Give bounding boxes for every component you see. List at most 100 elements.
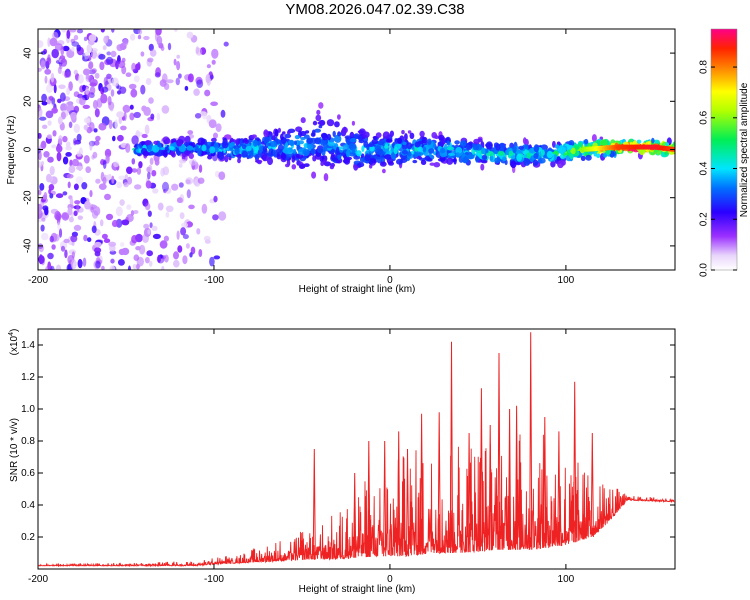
noise-blob	[72, 158, 79, 167]
noise-blob	[111, 29, 115, 33]
noise-blob	[98, 53, 106, 60]
band-blob	[367, 143, 375, 147]
x-tick-label: 100	[558, 574, 575, 585]
noise-blob	[69, 197, 74, 206]
noise-blob	[123, 182, 129, 188]
noise-blob	[71, 46, 75, 52]
noise-blob	[125, 72, 132, 77]
x-tick-label: -200	[28, 574, 48, 585]
band-blob	[510, 160, 517, 169]
noise-blob	[159, 240, 168, 249]
band-blob	[467, 154, 475, 160]
noise-blob	[161, 265, 165, 270]
band-blob	[487, 151, 494, 157]
noise-blob	[41, 232, 49, 241]
noise-blob	[151, 170, 157, 177]
noise-blob	[78, 147, 83, 157]
noise-blob	[126, 214, 134, 222]
noise-blob	[147, 171, 151, 180]
noise-blob	[49, 193, 54, 199]
band-blob	[176, 139, 183, 147]
noise-blob	[101, 86, 109, 93]
noise-blob	[176, 54, 180, 59]
band-blob	[344, 135, 352, 140]
noise-blob	[208, 119, 217, 129]
noise-blob	[51, 244, 56, 250]
noise-blob	[177, 245, 183, 253]
snr-spike	[367, 440, 371, 557]
band-blob	[438, 134, 445, 141]
snr-spike	[406, 448, 410, 557]
noise-blob	[89, 82, 97, 87]
band-blob	[286, 154, 293, 158]
band-blob	[364, 154, 371, 162]
band-blob	[287, 130, 291, 135]
noise-blob	[149, 157, 154, 165]
noise-blob	[182, 255, 188, 265]
band-blob	[591, 134, 597, 143]
noise-blob	[157, 202, 164, 211]
noise-blob	[129, 104, 134, 110]
noise-blob	[176, 197, 183, 204]
noise-blob	[188, 204, 195, 210]
noise-blob	[102, 159, 107, 169]
band-blob	[453, 157, 457, 165]
band-blob	[304, 134, 310, 139]
y-tick-label: -20	[23, 190, 34, 205]
noise-blob	[201, 203, 208, 214]
noise-blob	[116, 111, 124, 118]
band-blob	[585, 154, 592, 161]
band-blob	[455, 152, 460, 158]
band-blob	[251, 134, 257, 138]
noise-blob	[115, 60, 119, 70]
noise-blob	[83, 36, 88, 42]
noise-blob	[81, 182, 88, 190]
noise-blob	[50, 265, 55, 270]
noise-blob	[69, 159, 73, 167]
band-blob	[407, 151, 412, 157]
noise-blob	[46, 84, 53, 93]
noise-blob	[40, 140, 47, 149]
band-blob	[428, 147, 435, 154]
noise-blob	[154, 158, 160, 166]
x-tick-label: -100	[204, 574, 224, 585]
noise-blob	[105, 213, 114, 221]
band-blob	[412, 159, 418, 164]
noise-blob	[149, 49, 157, 57]
noise-blob	[77, 215, 84, 220]
noise-blob	[41, 217, 46, 222]
noise-blob	[99, 61, 105, 71]
band-blob	[396, 158, 403, 165]
band-blob	[588, 151, 596, 155]
noise-blob	[64, 249, 68, 259]
band-blob	[427, 138, 432, 145]
noise-blob	[86, 44, 92, 54]
band-blob	[375, 132, 382, 139]
band-blob	[268, 135, 272, 143]
noise-blob	[140, 84, 146, 95]
noise-blob	[58, 228, 63, 238]
band-blob	[263, 129, 269, 138]
noise-blob	[156, 35, 163, 46]
noise-blob	[156, 112, 161, 121]
band-blob	[289, 139, 295, 146]
noise-blob	[118, 116, 123, 124]
noise-blob	[133, 111, 141, 119]
band-blob	[439, 147, 446, 154]
noise-blob	[100, 29, 105, 33]
band-blob	[554, 144, 560, 149]
noise-blob	[83, 68, 90, 76]
noise-blob	[143, 106, 151, 116]
band-blob	[302, 148, 310, 157]
noise-blob	[194, 113, 202, 119]
noise-blob	[94, 241, 102, 248]
noise-blob	[189, 252, 193, 258]
band-blob	[317, 148, 324, 154]
noise-blob	[167, 42, 172, 51]
colorbar-tick-label: 0.0	[699, 263, 710, 277]
band-blob	[557, 160, 564, 169]
y-tick-label: 20	[23, 95, 34, 107]
noise-blob	[110, 258, 115, 264]
noise-blob	[55, 212, 62, 221]
noise-blob	[85, 86, 90, 95]
